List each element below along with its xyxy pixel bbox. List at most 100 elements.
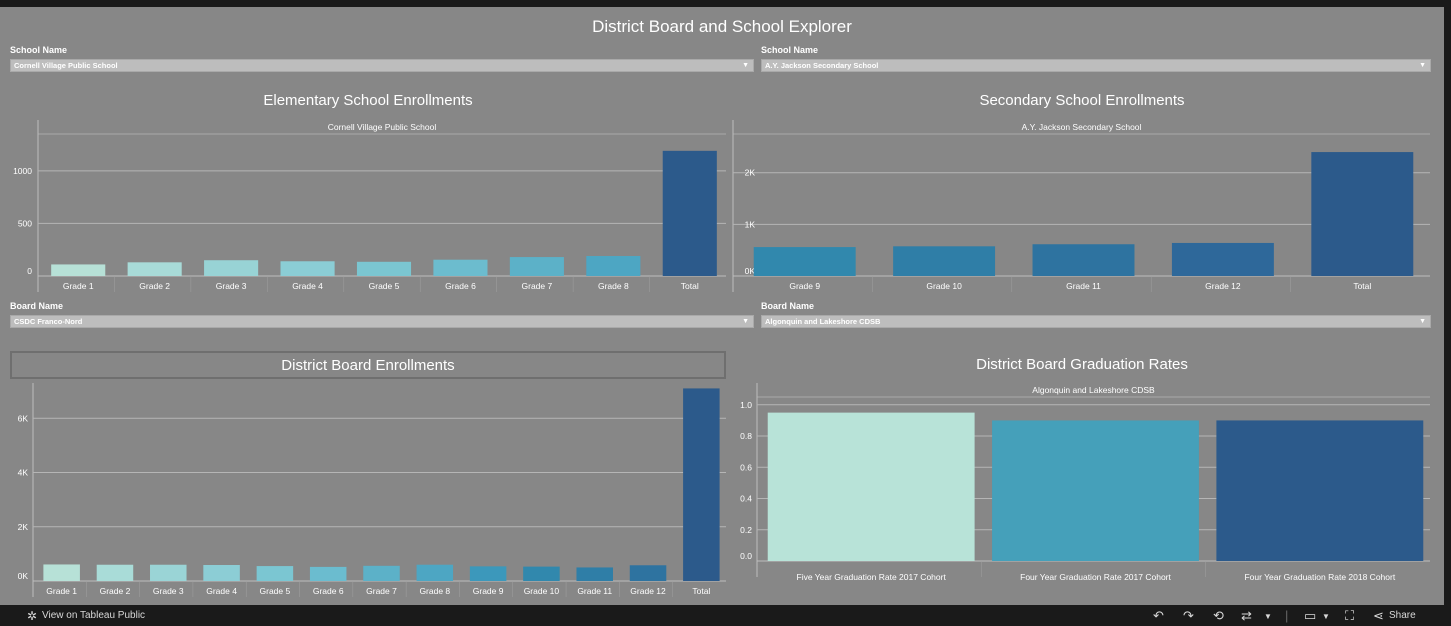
y-tick-label: 4K — [18, 468, 29, 478]
view-on-tableau-link[interactable]: View on Tableau Public — [42, 610, 146, 621]
y-tick-label: 0.8 — [740, 431, 752, 441]
chart-subtitle: Algonquin and Lakeshore CDSB — [1032, 385, 1155, 395]
y-tick-label: 0.4 — [740, 494, 752, 504]
bar — [469, 566, 507, 581]
separator: | — [1285, 608, 1289, 623]
bar — [893, 246, 996, 276]
y-tick-label: 1000 — [13, 166, 32, 176]
bar — [1032, 244, 1135, 276]
bar — [43, 564, 80, 581]
bar — [1216, 420, 1424, 561]
chevron-down-icon: ▼ — [1419, 318, 1426, 325]
x-tick-label: Grade 7 — [522, 281, 553, 291]
bar — [1171, 242, 1274, 276]
bar — [203, 564, 240, 581]
bar — [256, 566, 294, 581]
board-select-left[interactable]: CSDC Franco-Nord ▼ — [10, 315, 754, 328]
y-tick-label: 500 — [18, 218, 32, 228]
bar — [204, 260, 259, 276]
district-chart-title: District Board Enrollments — [10, 351, 726, 379]
y-tick-label: 0.6 — [740, 462, 752, 472]
undo-icon[interactable]: ↶ — [1153, 608, 1164, 623]
bar — [356, 261, 412, 276]
bar — [309, 566, 347, 581]
x-tick-label: Grade 2 — [139, 281, 170, 291]
x-tick-label: Grade 1 — [46, 586, 77, 596]
x-tick-label: Grade 5 — [369, 281, 400, 291]
y-tick-label: 6K — [18, 413, 29, 423]
chevron-down-icon: ▼ — [742, 318, 749, 325]
board-select-left-value: CSDC Franco-Nord — [14, 317, 83, 326]
y-tick-label: 0K — [18, 571, 29, 581]
bar — [1311, 152, 1414, 276]
bar — [127, 262, 182, 276]
x-tick-label: Grade 6 — [445, 281, 476, 291]
share-button[interactable]: Share — [1389, 610, 1416, 621]
y-tick-label: 0.2 — [740, 525, 752, 535]
board-filter-label-left: Board Name — [10, 301, 64, 311]
refresh-icon[interactable]: ⇄ — [1241, 608, 1252, 623]
chart-subtitle: A.Y. Jackson Secondary School — [1022, 122, 1142, 132]
x-tick-label: Grade 8 — [598, 281, 629, 291]
school-select-left[interactable]: Cornell Village Public School ▼ — [10, 59, 754, 72]
x-tick-label: Grade 3 — [216, 281, 247, 291]
bar — [96, 564, 134, 581]
x-tick-label: Grade 11 — [577, 586, 612, 596]
board-select-right[interactable]: Algonquin and Lakeshore CDSB ▼ — [761, 315, 1431, 328]
school-filter-label-right: School Name — [761, 45, 819, 55]
tableau-logo-icon: ✲ — [27, 609, 38, 623]
x-tick-label: Grade 12 — [1205, 281, 1241, 291]
bar — [280, 261, 335, 276]
x-tick-label: Total — [681, 281, 699, 291]
y-tick-label: 2K — [18, 522, 29, 532]
bar — [416, 564, 454, 581]
x-tick-label: Grade 2 — [100, 586, 131, 596]
bar — [523, 566, 560, 581]
x-tick-label: Total — [692, 586, 710, 596]
y-tick-label: 0 — [27, 266, 32, 276]
x-tick-label: Grade 12 — [630, 586, 666, 596]
x-tick-label: Grade 6 — [313, 586, 344, 596]
chevron-down-icon: ▼ — [742, 62, 749, 69]
redo-icon[interactable]: ↷ — [1183, 608, 1194, 623]
dashboard-title: District Board and School Explorer — [592, 17, 852, 36]
bar — [150, 564, 187, 581]
bar — [629, 565, 667, 581]
dashboard-canvas — [0, 7, 1444, 605]
chart-subtitle: Cornell Village Public School — [328, 122, 437, 132]
x-tick-label: Grade 5 — [260, 586, 291, 596]
elementary-chart-title: Elementary School Enrollments — [263, 92, 473, 109]
school-filter-label-left: School Name — [10, 45, 68, 55]
secondary-enrollment-chart: A.Y. Jackson Secondary School 0K 1K 2K Grade… — [732, 120, 1430, 292]
x-tick-label: Four Year Graduation Rate 2018 Cohort — [1244, 572, 1395, 582]
bar — [586, 256, 641, 276]
comment-icon[interactable]: ▭ — [1304, 608, 1317, 623]
secondary-chart-title: Secondary School Enrollments — [979, 92, 1185, 109]
school-select-left-value: Cornell Village Public School — [14, 61, 118, 70]
bar — [51, 264, 106, 276]
bar — [753, 247, 856, 276]
chevron-down-icon[interactable]: ▼ — [1264, 612, 1272, 621]
board-filter-label-right: Board Name — [761, 301, 815, 311]
chevron-down-icon[interactable]: ▼ — [1322, 612, 1330, 621]
x-tick-label: Grade 11 — [1066, 281, 1101, 291]
x-tick-label: Grade 3 — [153, 586, 184, 596]
x-tick-label: Grade 10 — [524, 586, 560, 596]
x-tick-label: Grade 8 — [419, 586, 450, 596]
elementary-enrollment-chart: Cornell Village Public School 0 500 1000 Gra… — [13, 120, 726, 292]
bar — [662, 150, 717, 276]
fullscreen-icon[interactable]: ⛶ — [1345, 608, 1355, 623]
school-select-right-value: A.Y. Jackson Secondary School — [765, 61, 879, 70]
y-tick-label: 1K — [745, 219, 756, 229]
board-select-right-value: Algonquin and Lakeshore CDSB — [765, 317, 881, 326]
x-tick-label: Grade 4 — [292, 281, 323, 291]
share-icon[interactable]: ⋖ — [1373, 608, 1384, 623]
chevron-down-icon: ▼ — [1419, 62, 1426, 69]
graduation-rate-chart: Algonquin and Lakeshore CDSB 0.0 0.2 0.4 0.6… — [740, 383, 1430, 582]
school-select-right[interactable]: A.Y. Jackson Secondary School ▼ — [761, 59, 1431, 72]
bar — [433, 259, 488, 276]
revert-icon[interactable]: ⟲ — [1213, 608, 1224, 623]
x-tick-label: Grade 10 — [926, 281, 962, 291]
x-tick-label: Grade 9 — [789, 281, 820, 291]
x-tick-label: Grade 9 — [473, 586, 504, 596]
